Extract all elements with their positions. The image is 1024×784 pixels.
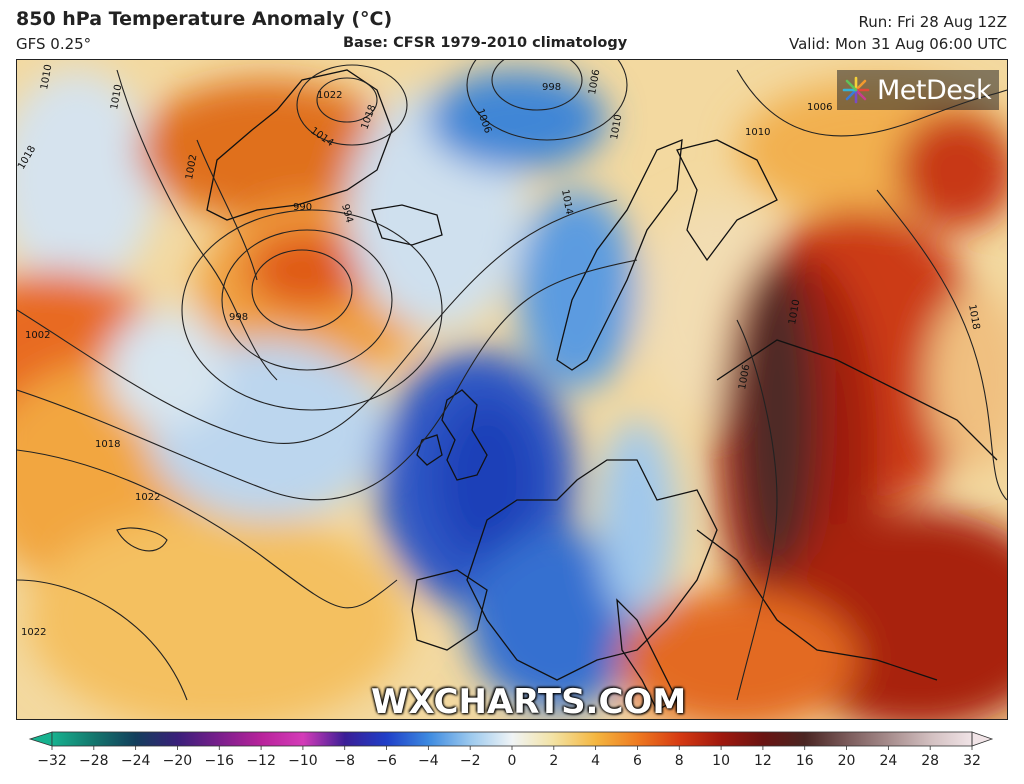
- colorbar-cell: [637, 732, 680, 746]
- colorbar-tick-label: 0: [508, 753, 517, 769]
- model-label: GFS 0.25°: [16, 35, 92, 53]
- map-canvas: 1010 1022 1018 1006 998 1006 1010 1006 1…: [17, 60, 1007, 719]
- colorbar-tick-label: −24: [121, 753, 151, 769]
- colorbar-cell: [219, 732, 262, 746]
- colorbar-cell: [302, 732, 346, 746]
- colorbar-cell: [679, 732, 722, 746]
- colorbar-tick-label: −20: [163, 753, 193, 769]
- colorbar-tick-label: −12: [246, 753, 276, 769]
- isobar-label: 1022: [317, 90, 342, 101]
- colorbar-tick-label: 4: [591, 753, 600, 769]
- colorbar-tick-label: 8: [675, 753, 684, 769]
- isobar-label: 1006: [807, 102, 832, 113]
- colorbar-tick-label: 24: [879, 753, 897, 769]
- metdesk-logo-icon: [842, 76, 870, 104]
- colorbar-cell: [888, 732, 931, 746]
- colorbar-cell: [512, 732, 555, 746]
- colorbar-cell: [52, 732, 95, 746]
- isobar-label: 1006: [737, 364, 752, 391]
- colorbar-tick-label: −16: [204, 753, 234, 769]
- colorbar-cell: [428, 732, 471, 746]
- colorbar-cell: [804, 732, 848, 746]
- isobar-label: 994: [339, 203, 355, 224]
- colorbar-cell: [930, 732, 973, 746]
- colorbar-tick-label: −28: [79, 753, 109, 769]
- colorbar-tick-label: −10: [288, 753, 318, 769]
- colorbar-cell: [762, 732, 806, 746]
- colorbar-tick-label: −6: [376, 753, 397, 769]
- isobar-label: 1002: [184, 154, 199, 181]
- map-title: 850 hPa Temperature Anomaly (°C): [16, 8, 393, 30]
- anomaly-field: [17, 70, 1007, 719]
- colorbar-ticks: −32 −28 −24 −20 −16 −12 −10 −8 −6 −4 −2 0 2 4 6 8 10 12 16…: [37, 746, 981, 769]
- isobar-label: 1010: [745, 127, 770, 138]
- colorbar-cell: [261, 732, 304, 746]
- colorbar-cell: [177, 732, 220, 746]
- colorbar-cell: [595, 732, 638, 746]
- colorbar-tick-label: 12: [754, 753, 772, 769]
- isobar-label: 1018: [966, 304, 981, 331]
- valid-time-label: Valid: Mon 31 Aug 06:00 UTC: [788, 35, 1007, 53]
- colorbar-tick-label: 2: [549, 753, 558, 769]
- isobar-label: 1014: [559, 189, 574, 216]
- metdesk-logo: MetDesk: [837, 70, 999, 110]
- colorbar-cell: [553, 732, 597, 746]
- colorbar-tick-label: 10: [712, 753, 730, 769]
- isobar-label: 1018: [95, 439, 120, 450]
- colorbar-cell: [721, 732, 764, 746]
- wxcharts-watermark: WXCHARTS.COM: [371, 682, 687, 720]
- colorbar-cell: [344, 732, 388, 746]
- colorbar-cell: [93, 732, 137, 746]
- colorbar-tick-label: −8: [334, 753, 355, 769]
- colorbar-tick-label: 28: [921, 753, 939, 769]
- colorbar-cell: [470, 732, 513, 746]
- temperature-anomaly-map[interactable]: 1010 1022 1018 1006 998 1006 1010 1006 1…: [16, 59, 1008, 720]
- colorbar-tick-label: 20: [838, 753, 856, 769]
- colorbar-tick-label: −2: [460, 753, 481, 769]
- colorbar-cell: [846, 732, 889, 746]
- isobar-label: 998: [542, 82, 561, 93]
- isobar-label: 990: [293, 202, 312, 213]
- colorbar-tick-label: −4: [418, 753, 439, 769]
- colorbar-cells: [28, 731, 994, 747]
- isobar-label: 1010: [787, 299, 802, 326]
- colorbar: −32 −28 −24 −20 −16 −12 −10 −8 −6 −4 −2 0 2 4 6 8 10 12 16…: [28, 731, 994, 769]
- colorbar-cell: [386, 732, 429, 746]
- colorbar-tick-label: 32: [963, 753, 981, 769]
- colorbar-max-arrow: [971, 731, 994, 747]
- isobar-label: 998: [229, 312, 248, 323]
- isobar-label: 1002: [25, 330, 50, 341]
- isobars: [17, 60, 1007, 701]
- colorbar-min-arrow: [28, 731, 53, 747]
- colorbar-tick-label: −32: [37, 753, 67, 769]
- colorbar-cell: [135, 732, 178, 746]
- isobar-label: 1010: [39, 64, 54, 91]
- isobar-labels: 1010 1022 1018 1006 998 1006 1010 1006 1…: [17, 64, 981, 638]
- coastlines: [206, 69, 998, 711]
- climatology-base-label: Base: CFSR 1979-2010 climatology: [343, 35, 628, 51]
- isobar-label: 1010: [609, 114, 624, 141]
- colorbar-tick-label: 6: [633, 753, 642, 769]
- run-time-label: Run: Fri 28 Aug 12Z: [858, 13, 1008, 31]
- isobar-label: 1022: [21, 627, 46, 638]
- metdesk-logo-text: MetDesk: [877, 74, 992, 106]
- isobar-label: 1006: [587, 69, 602, 96]
- isobar-label: 1022: [135, 492, 160, 503]
- isobar-label: 1010: [109, 84, 124, 111]
- colorbar-tick-label: 16: [796, 753, 814, 769]
